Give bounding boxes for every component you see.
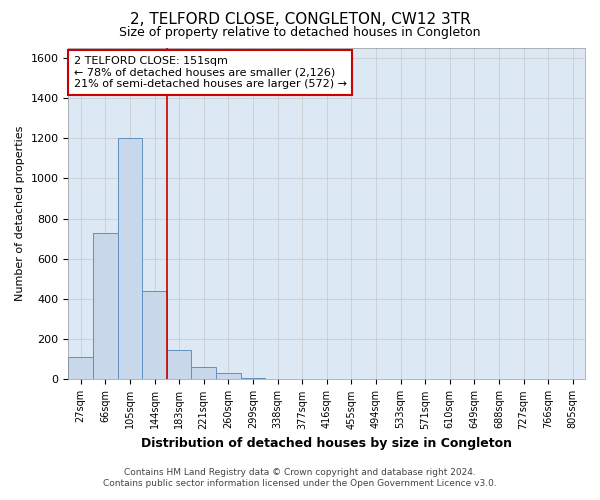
Bar bbox=[167, 350, 191, 380]
Text: 2, TELFORD CLOSE, CONGLETON, CW12 3TR: 2, TELFORD CLOSE, CONGLETON, CW12 3TR bbox=[130, 12, 470, 28]
Bar bbox=[142, 291, 167, 380]
Text: Contains HM Land Registry data © Crown copyright and database right 2024.
Contai: Contains HM Land Registry data © Crown c… bbox=[103, 468, 497, 487]
Bar bbox=[241, 378, 265, 380]
Bar bbox=[93, 232, 118, 380]
Bar bbox=[118, 138, 142, 380]
Text: Size of property relative to detached houses in Congleton: Size of property relative to detached ho… bbox=[119, 26, 481, 39]
Bar bbox=[68, 358, 93, 380]
Text: 2 TELFORD CLOSE: 151sqm
← 78% of detached houses are smaller (2,126)
21% of semi: 2 TELFORD CLOSE: 151sqm ← 78% of detache… bbox=[74, 56, 347, 89]
Bar bbox=[216, 374, 241, 380]
Y-axis label: Number of detached properties: Number of detached properties bbox=[15, 126, 25, 301]
X-axis label: Distribution of detached houses by size in Congleton: Distribution of detached houses by size … bbox=[141, 437, 512, 450]
Bar bbox=[191, 368, 216, 380]
